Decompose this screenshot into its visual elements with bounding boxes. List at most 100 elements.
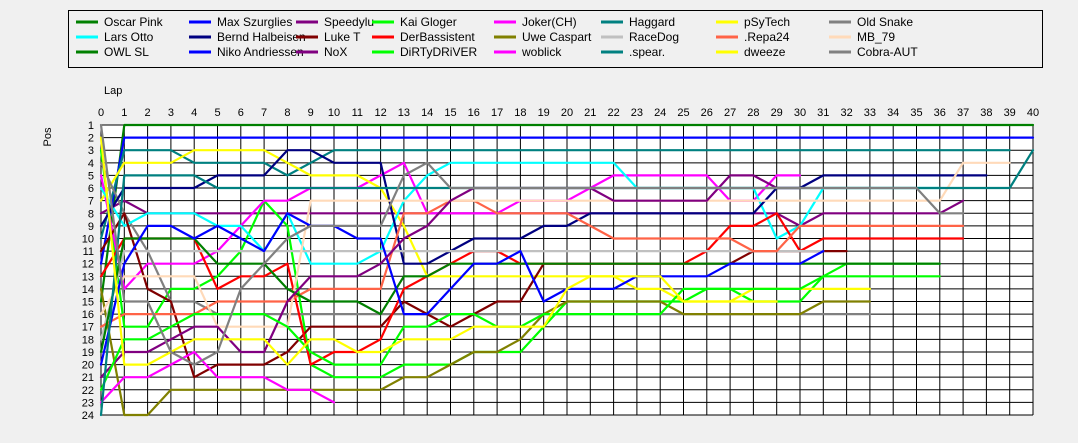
x-tick-label: 7 [261,107,267,119]
y-tick-label: 13 [82,271,94,283]
x-tick-label: 27 [724,107,736,119]
legend-label: Oscar Pink [104,15,164,29]
x-tick-label: 10 [328,107,340,119]
y-tick-label: 3 [88,145,94,157]
y-tick-label: 15 [82,297,94,309]
x-tick-label: 25 [677,107,689,119]
x-tick-label: 15 [444,107,456,119]
series-line [99,123,1035,303]
x-tick-label: 8 [284,107,290,119]
y-tick-label: 21 [82,372,94,384]
x-tick-label: 33 [864,107,876,119]
y-tick-label: 4 [88,158,94,170]
x-tick-label: 26 [701,107,713,119]
x-tick-label: 19 [538,107,550,119]
series-line [99,136,1035,265]
legend-label: Uwe Caspart [522,30,592,44]
x-axis-label: Lap [104,85,122,97]
x-tick-label: 29 [771,107,783,119]
y-tick-label: 10 [82,233,94,245]
legend-label: DerBassistent [400,30,475,44]
legend-label: NoX [324,45,347,59]
y-tick-label: 12 [82,259,94,271]
y-tick-label: 14 [82,284,94,296]
y-tick-label: 20 [82,360,94,372]
x-tick-label: 20 [561,107,573,119]
y-tick-label: 22 [82,385,94,397]
legend-label: Luke T [324,30,361,44]
x-tick-label: 40 [1027,107,1039,119]
legend: Oscar Pink Max Szurglies Speedylu Kai Gloge… [68,10,1043,68]
x-tick-label: 22 [607,107,619,119]
y-tick-label: 1 [88,120,94,132]
legend-label: MB_79 [857,30,895,44]
legend-label: Lars Otto [104,30,154,44]
series-line [99,149,988,265]
series-line [99,136,778,366]
legend-label: Bernd Halbeisen [217,30,306,44]
y-tick-label: 17 [82,322,94,334]
y-tick-label: 7 [88,196,94,208]
legend-label: Haggard [629,15,675,29]
series-line [99,350,336,404]
legend-label: OWL SL [104,45,149,59]
series-line [99,123,965,366]
y-tick-label: 5 [88,170,94,182]
x-tick-label: 30 [794,107,806,119]
series-line [99,149,872,303]
series-line [99,149,1011,240]
series-line [99,174,802,379]
legend-box [68,10,1043,68]
legend-label: .Repa24 [744,30,790,44]
series-line [99,212,825,366]
x-tick-label: 37 [957,107,969,119]
x-tick-label: 31 [817,107,829,119]
legend-label: Old Snake [857,15,913,29]
x-tick-label: 13 [398,107,410,119]
x-tick-label: 38 [980,107,992,119]
y-tick-label: 8 [88,208,94,220]
x-tick-label: 16 [468,107,480,119]
plot-layer: 0 1 2 3 4 5 6 7 8 9 10 11 12 13 14 15 16 17 18 19 20 21 22 23 24… [42,85,1039,422]
legend-label: RaceDog [629,30,679,44]
legend-label: DiRTyDRiVER [400,45,477,59]
x-tick-label: 32 [840,107,852,119]
legend-label: Cobra-AUT [857,45,918,59]
y-tick-label: 24 [82,410,94,422]
x-tick-label: 21 [584,107,596,119]
x-tick-label: 9 [308,107,314,119]
x-tick-label: 11 [352,107,363,119]
x-tick-label: 1 [121,107,127,119]
x-tick-label: 39 [1004,107,1016,119]
series-line [99,199,965,328]
y-tick-label: 16 [82,309,94,321]
x-tick-label: 18 [514,107,526,119]
x-tick-label: 2 [145,107,151,119]
y-tick-label: 19 [82,347,94,359]
legend-label: Speedylu [324,15,374,29]
x-tick-label: 5 [214,107,220,119]
y-tick-label: 23 [82,397,94,409]
y-tick-label: 9 [88,221,94,233]
legend-label: Kai Gloger [400,15,457,29]
x-tick-label: 12 [374,107,386,119]
x-tick-label: 24 [654,107,666,119]
series-line [99,250,825,341]
x-tick-label: 14 [421,107,433,119]
x-tick-label: 23 [631,107,643,119]
x-tick-label: 4 [191,107,197,119]
x-tick-label: 34 [887,107,899,119]
legend-label: woblick [521,45,562,59]
legend-label: Max Szurglies [217,15,292,29]
legend-label: pSyTech [744,15,790,29]
legend-label: Joker(CH) [522,15,577,29]
legend-label: Niko Andriessen [217,45,304,59]
x-tick-label: 28 [747,107,759,119]
x-tick-label: 35 [910,107,922,119]
legend-label: dweeze [744,45,786,59]
y-tick-label: 6 [88,183,94,195]
x-tick-label: 36 [934,107,946,119]
y-tick-label: 18 [82,334,94,346]
